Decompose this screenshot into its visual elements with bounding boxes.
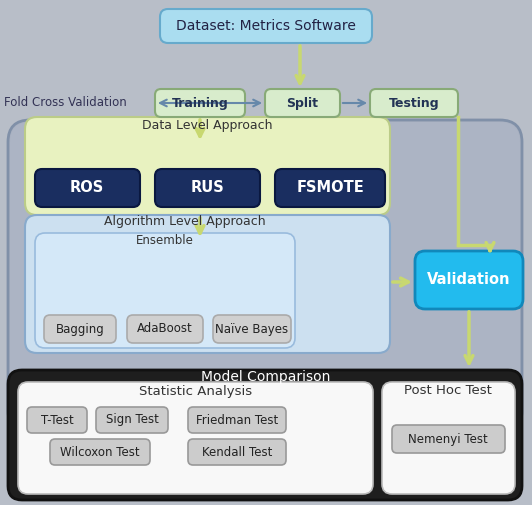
FancyBboxPatch shape <box>155 89 245 117</box>
Text: Dataset: Metrics Software: Dataset: Metrics Software <box>176 19 356 33</box>
Text: Post Hoc Test: Post Hoc Test <box>404 384 492 397</box>
Text: Data Level Approach: Data Level Approach <box>142 119 272 131</box>
FancyBboxPatch shape <box>96 407 168 433</box>
Text: Naïve Bayes: Naïve Bayes <box>215 323 288 335</box>
Text: Kendall Test: Kendall Test <box>202 445 272 459</box>
FancyBboxPatch shape <box>35 169 140 207</box>
FancyBboxPatch shape <box>370 89 458 117</box>
Text: FSMOTE: FSMOTE <box>296 180 364 195</box>
Text: Model Comparison: Model Comparison <box>201 370 331 384</box>
FancyBboxPatch shape <box>8 120 522 433</box>
FancyBboxPatch shape <box>50 439 150 465</box>
Text: Sign Test: Sign Test <box>105 414 159 427</box>
Text: Fold Cross Validation: Fold Cross Validation <box>4 96 127 110</box>
Text: Training: Training <box>172 96 228 110</box>
Text: Validation: Validation <box>427 273 511 287</box>
FancyBboxPatch shape <box>8 370 522 500</box>
FancyBboxPatch shape <box>275 169 385 207</box>
Text: Testing: Testing <box>389 96 439 110</box>
FancyBboxPatch shape <box>44 315 116 343</box>
FancyBboxPatch shape <box>382 382 515 494</box>
FancyBboxPatch shape <box>415 251 523 309</box>
Text: Ensemble: Ensemble <box>136 233 194 246</box>
FancyBboxPatch shape <box>265 89 340 117</box>
Text: Nemenyi Test: Nemenyi Test <box>408 432 488 445</box>
FancyBboxPatch shape <box>392 425 505 453</box>
Text: Algorithm Level Approach: Algorithm Level Approach <box>104 216 266 228</box>
FancyBboxPatch shape <box>27 407 87 433</box>
FancyBboxPatch shape <box>25 215 390 353</box>
Text: Wilcoxon Test: Wilcoxon Test <box>60 445 140 459</box>
Text: Friedman Test: Friedman Test <box>196 414 278 427</box>
Text: AdaBoost: AdaBoost <box>137 323 193 335</box>
FancyBboxPatch shape <box>18 382 373 494</box>
FancyBboxPatch shape <box>213 315 291 343</box>
FancyBboxPatch shape <box>25 117 390 215</box>
FancyBboxPatch shape <box>160 9 372 43</box>
Text: Statistic Analysis: Statistic Analysis <box>139 384 253 397</box>
Text: ROS: ROS <box>70 180 104 195</box>
Text: Bagging: Bagging <box>56 323 104 335</box>
FancyBboxPatch shape <box>35 233 295 348</box>
FancyBboxPatch shape <box>188 407 286 433</box>
Text: Split: Split <box>286 96 318 110</box>
FancyBboxPatch shape <box>127 315 203 343</box>
FancyBboxPatch shape <box>155 169 260 207</box>
Text: T-Test: T-Test <box>40 414 73 427</box>
FancyBboxPatch shape <box>188 439 286 465</box>
Text: RUS: RUS <box>190 180 224 195</box>
FancyBboxPatch shape <box>10 122 520 431</box>
